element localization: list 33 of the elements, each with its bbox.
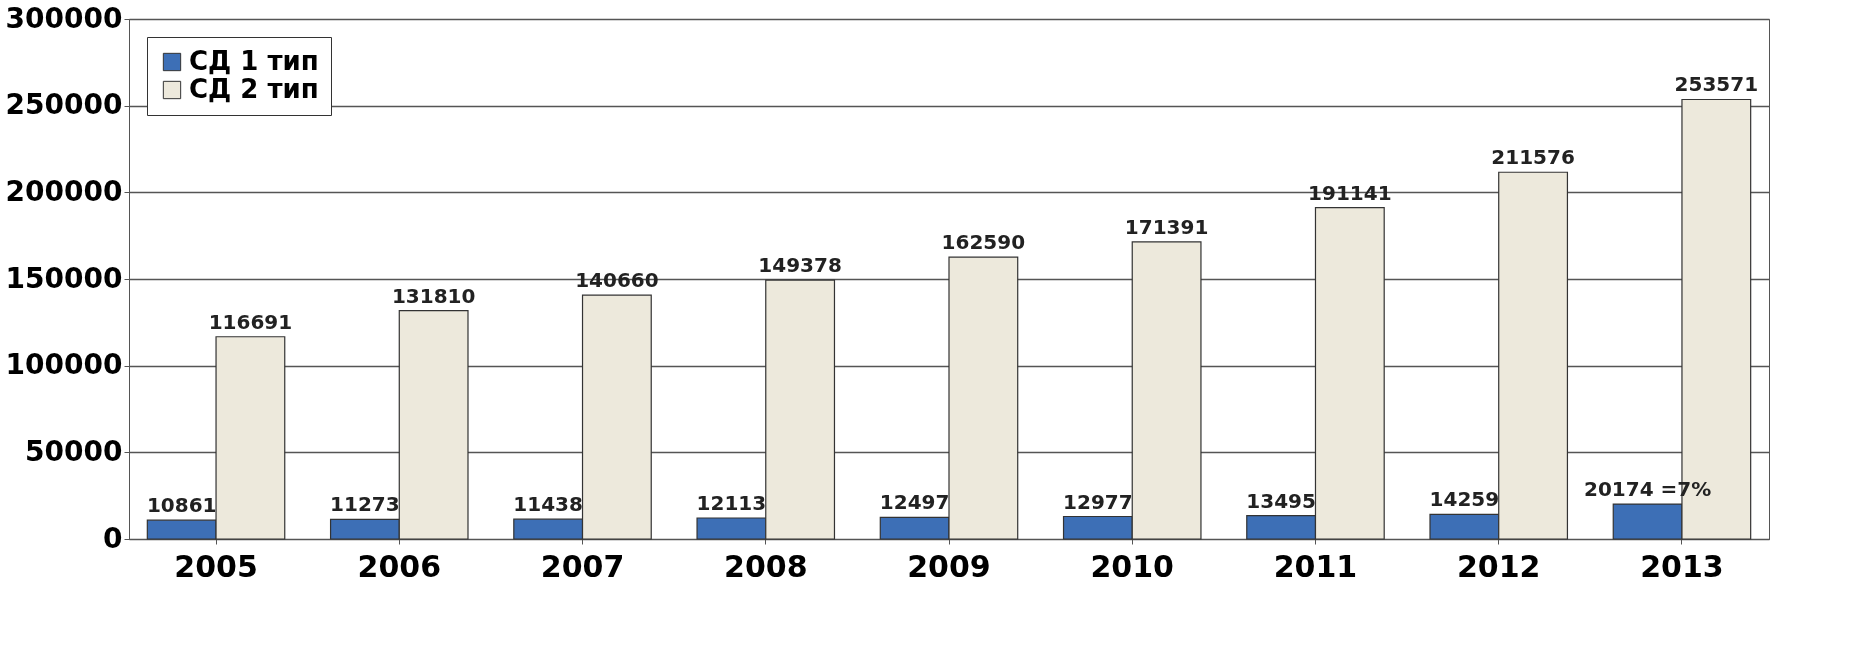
data-label: 12977: [1063, 489, 1133, 514]
data-label: 14259: [1429, 487, 1500, 512]
data-label: 211576: [1491, 145, 1575, 170]
y-tick-label: 100000: [5, 348, 123, 382]
data-label: 13495: [1246, 488, 1316, 513]
data-label: 11438: [513, 492, 583, 517]
x-tick-label: 2008: [724, 548, 808, 584]
y-tick-label: 300000: [5, 1, 123, 35]
y-tick-label: 200000: [5, 174, 123, 208]
y-tick-label: 0: [103, 521, 123, 555]
x-tick-label: 2011: [1273, 548, 1358, 584]
data-label: 12497: [879, 490, 950, 515]
data-label: 149378: [758, 253, 842, 278]
data-label: 162590: [941, 230, 1026, 255]
data-label: 10861: [146, 493, 217, 518]
data-label: 12113: [696, 491, 767, 515]
y-tick-label: 250000: [5, 88, 123, 122]
x-tick-label: 2010: [1090, 548, 1174, 584]
y-tick-label: 50000: [25, 434, 123, 468]
x-tick-label: 2005: [174, 548, 258, 584]
x-tick-label: 2006: [357, 548, 442, 584]
data-label: 131810: [391, 283, 476, 308]
legend-label: СД 2 тип: [189, 74, 319, 104]
data-label: 116691: [208, 309, 293, 334]
x-tick-label: 2012: [1456, 548, 1541, 584]
data-label: 253571: [1674, 72, 1759, 97]
data-label: 11273: [330, 492, 400, 517]
x-tick-label: 2009: [907, 548, 991, 584]
y-tick-label: 150000: [5, 261, 123, 295]
data-label: 171391: [1124, 214, 1209, 239]
x-tick-label: 2013: [1640, 548, 1724, 584]
x-tick-label: 2007: [540, 548, 625, 584]
legend-label: СД 1 тип: [189, 46, 319, 76]
